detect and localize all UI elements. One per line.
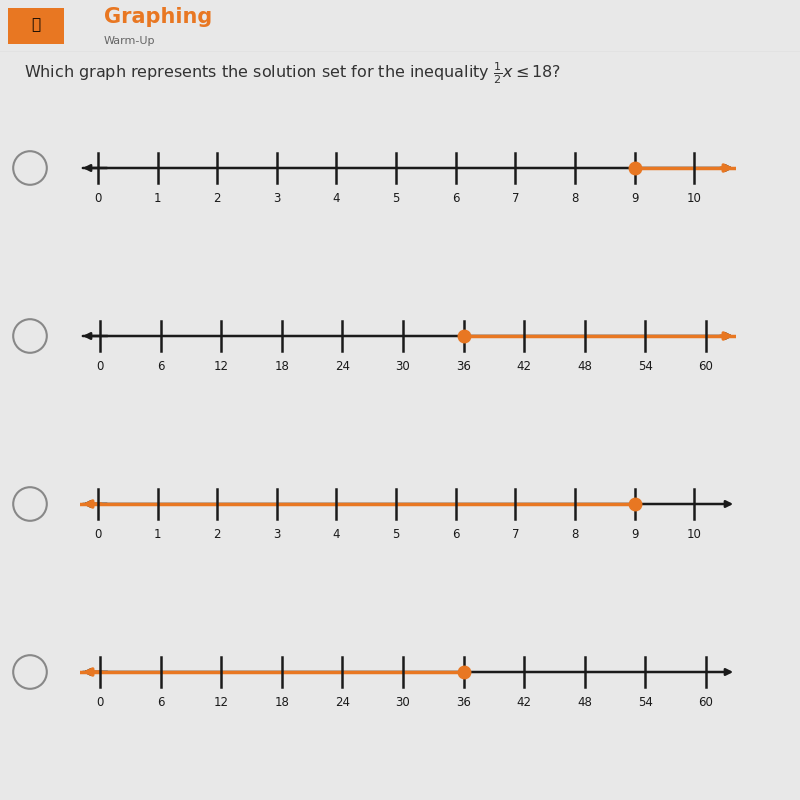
Text: 48: 48 — [577, 696, 592, 709]
Text: 60: 60 — [698, 360, 713, 373]
Text: 10: 10 — [687, 192, 702, 205]
Text: Graphing: Graphing — [104, 6, 212, 26]
Text: 10: 10 — [687, 528, 702, 541]
Text: 3: 3 — [273, 528, 281, 541]
Text: 42: 42 — [517, 360, 531, 373]
Text: 54: 54 — [638, 696, 653, 709]
Text: 0: 0 — [97, 696, 104, 709]
Text: 1: 1 — [154, 528, 162, 541]
Text: 7: 7 — [511, 528, 519, 541]
Text: 7: 7 — [511, 192, 519, 205]
Text: 60: 60 — [698, 696, 713, 709]
Text: 4: 4 — [333, 528, 340, 541]
Text: 3: 3 — [273, 192, 281, 205]
Text: Warm-Up: Warm-Up — [104, 35, 155, 46]
Text: 9: 9 — [631, 192, 638, 205]
Text: 54: 54 — [638, 360, 653, 373]
Text: 🔥: 🔥 — [31, 18, 41, 33]
Text: 36: 36 — [456, 360, 471, 373]
Text: 48: 48 — [577, 360, 592, 373]
Text: 8: 8 — [571, 192, 578, 205]
Text: 30: 30 — [395, 360, 410, 373]
Text: Which graph represents the solution set for the inequality $\frac{1}{2}x \leq 18: Which graph represents the solution set … — [24, 61, 561, 86]
Text: 24: 24 — [335, 360, 350, 373]
Text: 24: 24 — [335, 696, 350, 709]
Text: 0: 0 — [94, 528, 102, 541]
Text: 6: 6 — [157, 696, 165, 709]
Text: 1: 1 — [154, 192, 162, 205]
Text: 9: 9 — [631, 528, 638, 541]
Text: 0: 0 — [97, 360, 104, 373]
Text: 12: 12 — [214, 696, 229, 709]
Text: 5: 5 — [392, 528, 400, 541]
Text: 4: 4 — [333, 192, 340, 205]
Text: 2: 2 — [214, 528, 221, 541]
Text: 0: 0 — [94, 192, 102, 205]
Text: 5: 5 — [392, 192, 400, 205]
Text: 36: 36 — [456, 696, 471, 709]
Text: 2: 2 — [214, 192, 221, 205]
Text: 6: 6 — [452, 528, 459, 541]
Text: 18: 18 — [274, 360, 290, 373]
Text: 6: 6 — [452, 192, 459, 205]
Text: 42: 42 — [517, 696, 531, 709]
FancyBboxPatch shape — [8, 8, 64, 44]
Text: 18: 18 — [274, 696, 290, 709]
Text: 12: 12 — [214, 360, 229, 373]
Text: 6: 6 — [157, 360, 165, 373]
Text: 30: 30 — [395, 696, 410, 709]
Text: 8: 8 — [571, 528, 578, 541]
